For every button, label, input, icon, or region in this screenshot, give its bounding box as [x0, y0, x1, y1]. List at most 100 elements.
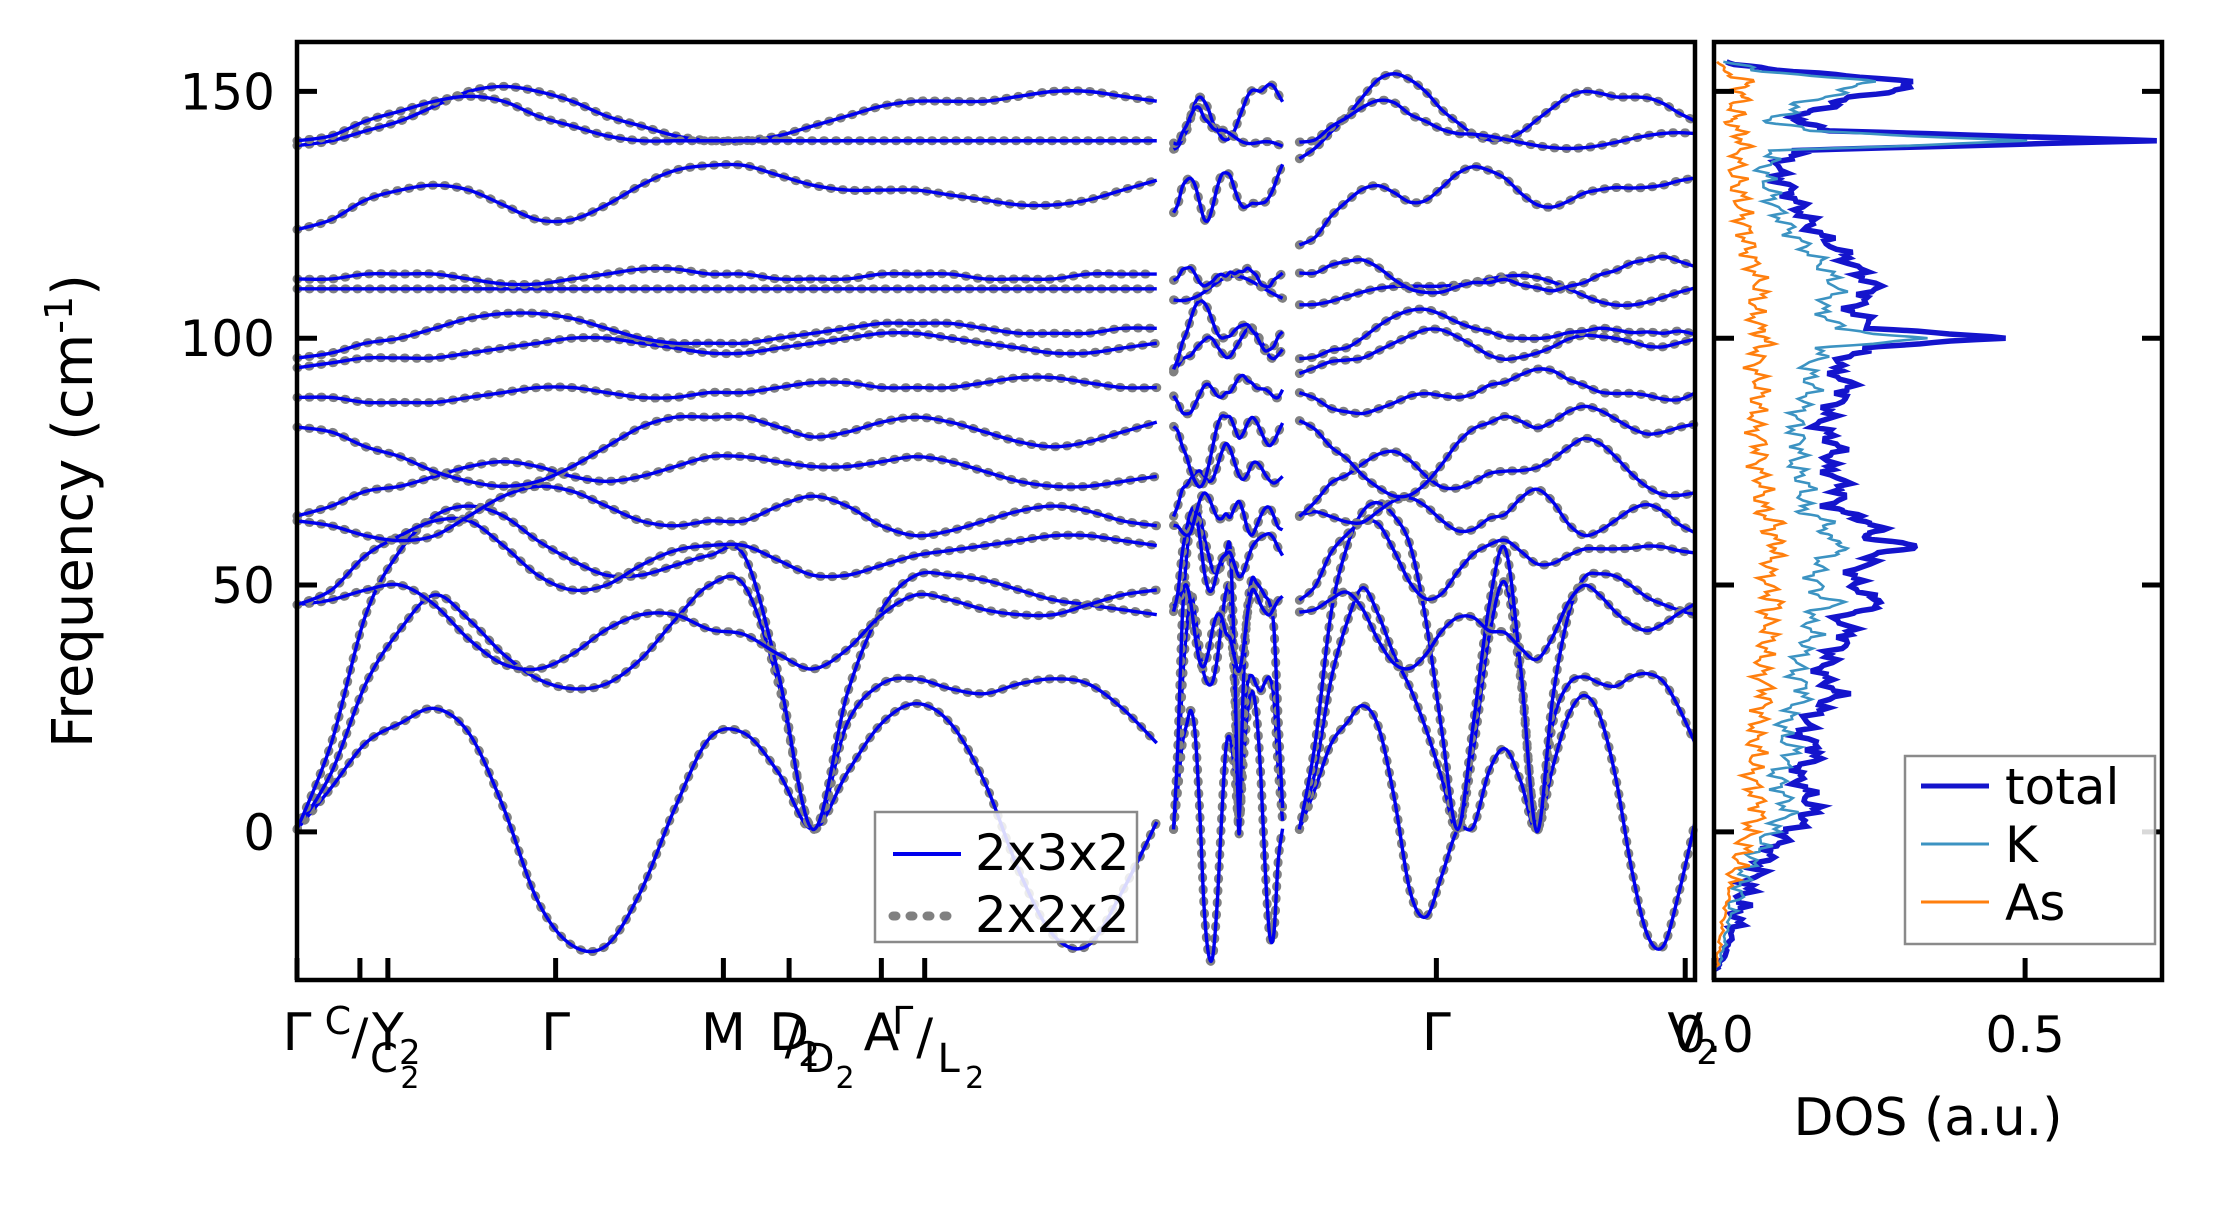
band-curve-2x3x2 — [1299, 307, 1696, 361]
band-curve-2x3x2 — [296, 454, 1158, 518]
svg-text:D: D — [804, 1036, 835, 1082]
svg-text:2: 2 — [1696, 1033, 1718, 1073]
svg-text:Γ: Γ — [1422, 1003, 1451, 1063]
svg-text:V: V — [1667, 1003, 1703, 1063]
band-curves-group — [292, 69, 1700, 966]
band-curve-2x3x2 — [296, 330, 1158, 370]
x-tick-label: Γ / L 2 — [892, 999, 984, 1096]
svg-text:2: 2 — [836, 1061, 855, 1096]
svg-text:2: 2 — [400, 1061, 419, 1096]
band-curve-2x3x2 — [296, 266, 1157, 287]
band-curve-2x3x2 — [296, 484, 1158, 543]
dos-x-tick-label: 0.0 — [1674, 1006, 1754, 1064]
band-curve-2x3x2 — [1173, 105, 1284, 148]
svg-text:2: 2 — [399, 1033, 421, 1073]
dos-curve-K — [1714, 60, 2028, 971]
x-tick-label: Γ — [541, 1003, 570, 1063]
band-curve-2x2x2 — [292, 481, 1162, 546]
band-curve-2x3x2 — [1172, 414, 1285, 489]
svg-text:2: 2 — [965, 1061, 984, 1096]
y-tick-label: 150 — [180, 63, 275, 121]
svg-text:/: / — [916, 1008, 933, 1066]
band-curve-2x2x2 — [1294, 69, 1700, 164]
band-curve-2x3x2 — [1298, 72, 1696, 161]
band-curve-2x3x2 — [1172, 373, 1285, 416]
band-curve-2x2x2 — [1294, 364, 1700, 419]
dos-curve-total — [1714, 59, 2157, 972]
dos-panel-frame — [1711, 39, 2165, 983]
band-curve-2x2x2 — [292, 501, 1162, 834]
x-tick-label: M — [701, 1003, 746, 1063]
dos-legend-label-K: K — [2005, 816, 2039, 874]
band-curve-2x3x2 — [1297, 579, 1697, 832]
band-curve-2x3x2 — [1171, 689, 1285, 963]
svg-text:Γ: Γ — [892, 999, 913, 1043]
band-curve-2x2x2 — [1169, 370, 1288, 419]
band-curve-2x3x2 — [1298, 487, 1696, 538]
band-curve-2x3x2 — [295, 574, 1158, 832]
band-curve-2x3x2 — [1299, 254, 1696, 295]
band-curve-2x3x2 — [1172, 163, 1285, 223]
band-curve-2x3x2 — [296, 516, 1158, 607]
band-curve-2x2x2 — [1169, 686, 1288, 966]
dos-legend-label-total: total — [2005, 758, 2119, 816]
svg-text:Frequency (cm-1): Frequency (cm-1) — [37, 274, 106, 748]
band-curve-2x3x2 — [1298, 164, 1696, 247]
band-curve-2x2x2 — [1169, 263, 1288, 292]
svg-text:D: D — [769, 1003, 809, 1063]
dos-x-tick-label: 0.5 — [1985, 1006, 2065, 1064]
dos-legend-label-As: As — [2005, 874, 2065, 932]
band-curve-2x3x2 — [295, 504, 1158, 832]
svg-text:C: C — [370, 1036, 398, 1082]
band-curve-2x2x2 — [1294, 95, 1700, 153]
band-curve-2x3x2 — [1299, 98, 1696, 151]
dos-x-axis-label: DOS (a.u.) — [1794, 1088, 2063, 1148]
band-curve-2x3x2 — [1298, 436, 1696, 518]
svg-text:/: / — [351, 1008, 368, 1066]
dos-curves-group — [1713, 59, 2157, 972]
svg-text:2: 2 — [798, 1035, 820, 1075]
band-curve-2x3x2 — [296, 582, 1158, 672]
band-curve-2x3x2 — [1297, 693, 1697, 951]
svg-text:/: / — [785, 1008, 802, 1066]
band-curve-2x2x2 — [292, 263, 1162, 290]
svg-text:A: A — [864, 1003, 900, 1063]
x-tick-label: Γ — [283, 1003, 312, 1063]
svg-text:C: C — [325, 999, 352, 1043]
band-curve-2x3x2 — [1171, 506, 1285, 612]
legend-label-2x2x2: 2x2x2 — [975, 886, 1130, 944]
band-curve-2x3x2 — [1298, 367, 1696, 416]
band-panel-frame — [294, 39, 1698, 983]
y-tick-label: 50 — [211, 557, 275, 615]
band-curve-2x3x2 — [1299, 273, 1696, 308]
band-curve-2x3x2 — [1171, 441, 1284, 518]
x-tick-label: C / C 2 — [325, 999, 420, 1096]
dos-curve-As — [1713, 60, 1790, 971]
x-tick-label: D2/D 2 — [769, 1003, 855, 1096]
y-axis-label: Frequency (cm-1) — [37, 274, 106, 748]
band-curve-2x2x2 — [292, 159, 1162, 235]
y-tick-label: 0 — [243, 804, 275, 862]
svg-text:Y: Y — [371, 1003, 404, 1063]
band-curve-2x2x2 — [1294, 162, 1700, 250]
svg-text:M: M — [701, 1003, 746, 1063]
legend-label-2x3x2: 2x3x2 — [975, 824, 1130, 882]
band-curve-2x3x2 — [1173, 491, 1284, 537]
band-curve-2x3x2 — [1171, 299, 1284, 370]
x-tick-label: A — [864, 1003, 900, 1063]
band-curve-2x3x2 — [296, 162, 1158, 232]
band-curve-2x2x2 — [292, 372, 1162, 408]
band-curve-2x3x2 — [1299, 583, 1696, 671]
band-legend-box — [873, 810, 1139, 944]
band-curve-2x3x2 — [296, 94, 1157, 143]
band-curve-2x3x2 — [296, 311, 1157, 360]
band-curve-2x3x2 — [1298, 404, 1696, 499]
x-tick-label: Y2 — [371, 1003, 421, 1073]
band-curve-2x3x2 — [296, 414, 1158, 489]
band-curve-2x3x2 — [1172, 265, 1284, 289]
svg-text:Γ: Γ — [541, 1003, 570, 1063]
band-curve-2x2x2 — [1294, 690, 1700, 954]
x-tick-label: V2 — [1667, 1003, 1718, 1073]
band-curve-2x3x2 — [1172, 583, 1284, 673]
